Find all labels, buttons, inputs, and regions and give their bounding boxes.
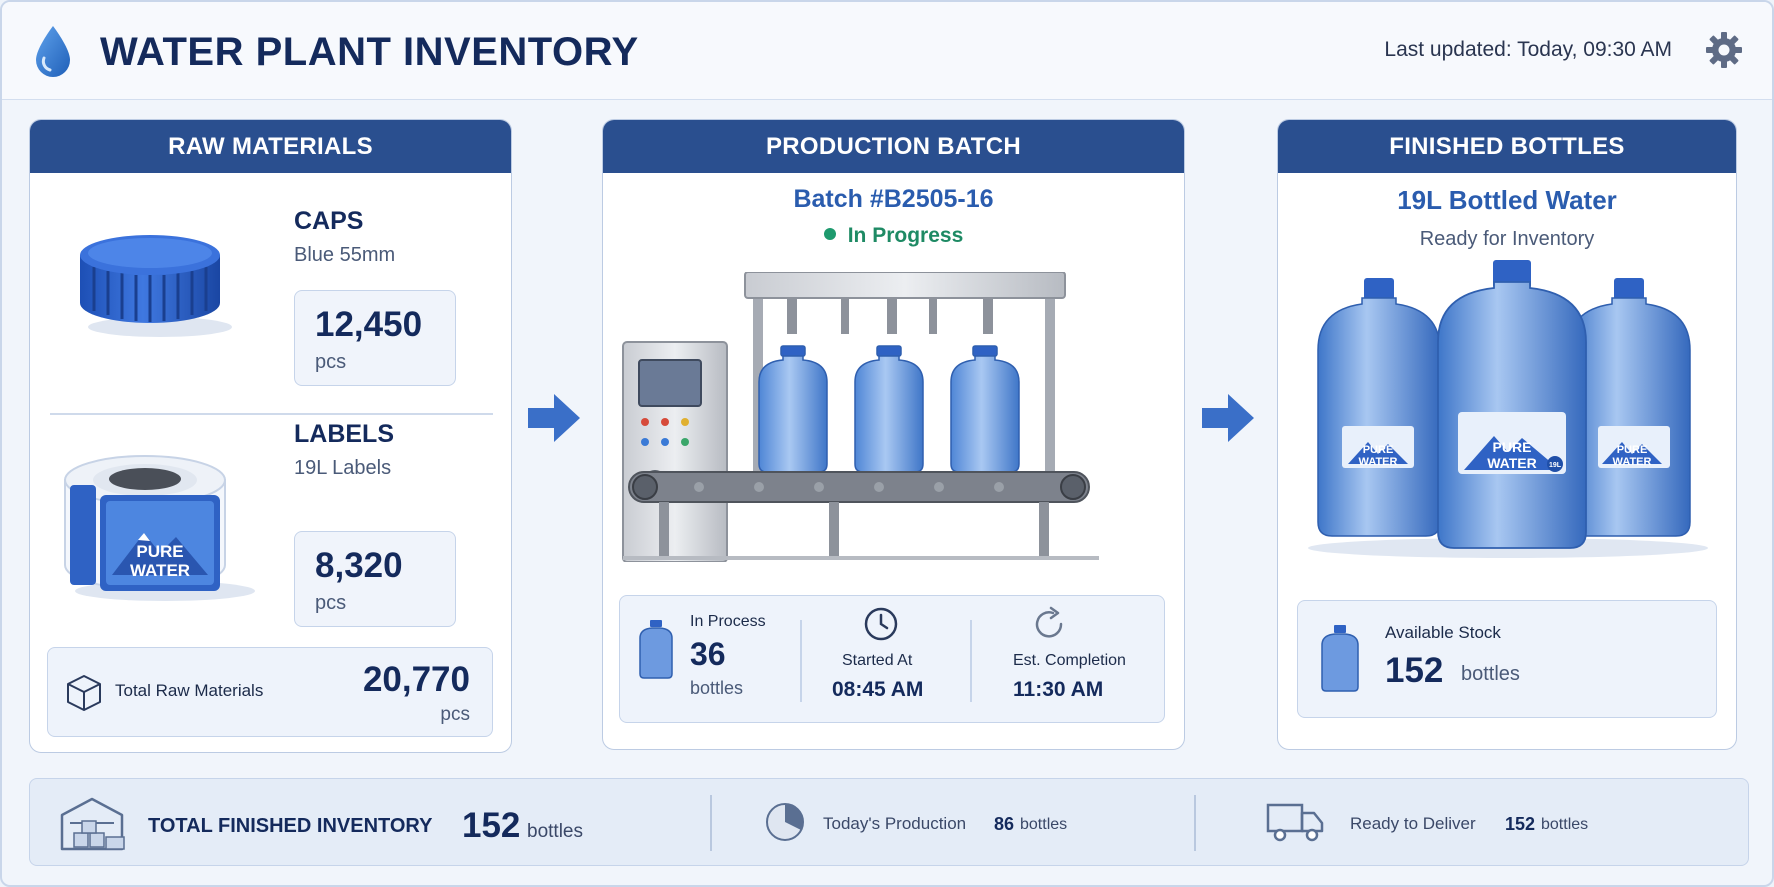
- labels-subtitle: 19L Labels: [294, 457, 392, 479]
- status-dot: [823, 228, 836, 240]
- ready-to-deliver-value: 152: [1505, 814, 1536, 834]
- water-jug-icon: [639, 620, 673, 679]
- stats-separator: [800, 620, 802, 702]
- jug-label-text: PURE: [1363, 444, 1394, 456]
- in-process-label: In Process: [690, 613, 766, 630]
- filling-machine-illustration: [622, 272, 1099, 562]
- batch-stats: In Process 36 bottles Started At 08:45 A…: [619, 595, 1165, 723]
- finished-heading: FINISHED BOTTLES: [1278, 120, 1736, 173]
- today-production-label: Today's Production: [823, 814, 967, 833]
- jug-badge-text: 19L: [1549, 462, 1562, 469]
- caps-quantity-box: 12,450 pcs: [294, 290, 456, 386]
- box-icon: [67, 675, 101, 711]
- caps-unit: pcs: [315, 351, 347, 373]
- total-raw-unit: pcs: [440, 704, 470, 725]
- available-stock-unit: bottles: [1461, 663, 1520, 685]
- truck-icon: [1266, 803, 1324, 842]
- raw-divider: [50, 413, 493, 415]
- warehouse-icon: [60, 797, 125, 851]
- caps-subtitle: Blue 55mm: [294, 244, 396, 266]
- pie-chart-icon: [766, 803, 804, 841]
- jug-label-text: WATER: [1613, 456, 1652, 468]
- summary-separator: [710, 795, 712, 851]
- started-at-label: Started At: [842, 652, 913, 669]
- in-process-value: 36: [690, 636, 726, 672]
- caps-quantity: 12,450: [315, 305, 423, 344]
- bottle-cap-icon: [80, 235, 232, 337]
- ready-to-deliver-label: Ready to Deliver: [1350, 814, 1476, 833]
- caps-name: CAPS: [294, 207, 364, 235]
- total-finished-unit: bottles: [527, 821, 583, 842]
- total-raw-value: 20,770: [362, 660, 470, 699]
- in-process-unit: bottles: [690, 678, 744, 698]
- jug-label-text: PURE: [1493, 439, 1532, 455]
- available-stock-value: 152: [1385, 651, 1444, 690]
- stats-separator: [970, 620, 972, 702]
- summary-separator: [1194, 795, 1196, 851]
- labels-unit: pcs: [315, 592, 347, 614]
- available-stock-label: Available Stock: [1385, 623, 1501, 642]
- est-completion-value: 11:30 AM: [1013, 678, 1104, 701]
- gear-icon[interactable]: [1704, 30, 1744, 70]
- label-roll-text-1: PURE: [136, 542, 183, 561]
- production-heading: PRODUCTION BATCH: [603, 120, 1184, 173]
- today-production-value: 86: [994, 814, 1015, 834]
- total-finished-value: 152: [462, 806, 521, 845]
- total-finished-label: TOTAL FINISHED INVENTORY: [148, 815, 433, 837]
- labels-quantity-box: 8,320 pcs: [294, 531, 456, 627]
- app-header: WATER PLANT INVENTORY Last updated: Toda…: [2, 2, 1772, 100]
- jug-label-text: PURE: [1617, 444, 1648, 456]
- total-raw-materials-box: Total Raw Materials 20,770 pcs: [47, 647, 493, 737]
- total-raw-label: Total Raw Materials: [115, 681, 264, 700]
- page-title: WATER PLANT INVENTORY: [100, 30, 639, 74]
- ready-to-deliver-unit: bottles: [1541, 816, 1589, 833]
- est-completion-label: Est. Completion: [1013, 652, 1126, 669]
- last-updated-text: Last updated: Today, 09:30 AM: [1384, 38, 1672, 61]
- label-roll-text-2: WATER: [130, 561, 190, 580]
- started-at-value: 08:45 AM: [832, 678, 924, 701]
- batch-number: Batch #B2505-16: [793, 185, 994, 213]
- labels-quantity: 8,320: [315, 546, 403, 585]
- clock-icon: [864, 607, 898, 641]
- refresh-icon: [1035, 606, 1063, 638]
- available-stock-box: Available Stock 152 bottles: [1297, 600, 1717, 718]
- raw-materials-card: RAW MATERIALS CAPS Blue 55mm 12,450 pcs: [29, 119, 512, 753]
- finished-product-subtitle: Ready for Inventory: [1419, 228, 1595, 250]
- today-production-unit: bottles: [1020, 816, 1068, 833]
- jug-label-text: WATER: [1487, 455, 1537, 471]
- water-jugs-illustration: PURE WATER PURE WATER PURE WATER: [1308, 260, 1708, 558]
- finished-product-title: 19L Bottled Water: [1397, 185, 1617, 215]
- jug-label-text: WATER: [1359, 456, 1398, 468]
- water-drop-icon: [36, 26, 70, 77]
- finished-bottles-card: FINISHED BOTTLES 19L Bottled Water Ready…: [1277, 119, 1737, 750]
- production-batch-card: PRODUCTION BATCH Batch #B2505-16 In Prog…: [602, 119, 1185, 750]
- summary-bar: TOTAL FINISHED INVENTORY 152 bottles Tod…: [29, 778, 1749, 866]
- status-text: In Progress: [847, 224, 964, 247]
- flow-arrow-icon: [1202, 394, 1254, 442]
- raw-materials-heading: RAW MATERIALS: [30, 120, 511, 173]
- labels-name: LABELS: [294, 420, 394, 448]
- batch-status: In Progress: [603, 224, 1184, 248]
- water-jug-icon: [1321, 625, 1359, 692]
- flow-arrow-icon: [528, 394, 580, 442]
- label-roll-icon: PURE WATER: [64, 455, 255, 601]
